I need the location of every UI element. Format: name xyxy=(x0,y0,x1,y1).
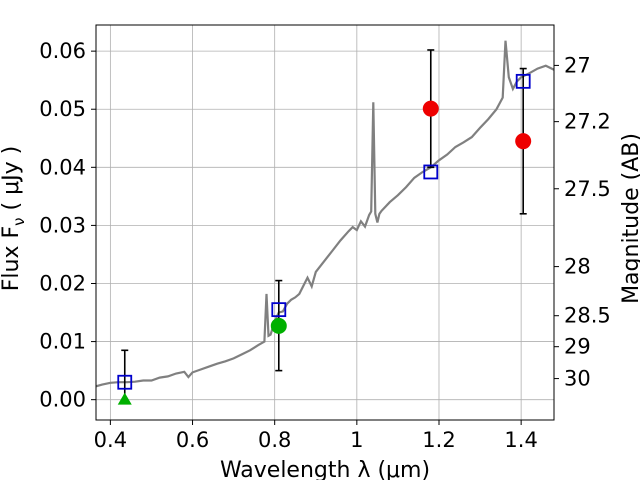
y2-tick-label: 30 xyxy=(564,367,591,391)
y-axis-label: Flux Fν ( μJy ) xyxy=(0,146,28,291)
y-tick-label: 0.04 xyxy=(39,155,86,179)
x-tick-label: 0.6 xyxy=(176,428,209,452)
y2-tick-label: 29 xyxy=(564,335,591,359)
x-tick-label: 1.4 xyxy=(504,428,537,452)
model-point xyxy=(423,164,439,180)
spectrum-line xyxy=(96,40,554,388)
plot-area xyxy=(96,40,554,405)
model-point xyxy=(515,73,531,89)
y2-axis-label: Magnitude (AB) xyxy=(619,133,640,304)
y-tick-label: 0.03 xyxy=(39,213,86,237)
x-tick-label: 1.2 xyxy=(422,428,455,452)
x-tick-label: 0.8 xyxy=(258,428,291,452)
y-tick-label: 0.00 xyxy=(39,388,86,412)
y2-tick-label: 27.2 xyxy=(564,110,611,134)
y2-tick-label: 28 xyxy=(564,255,591,279)
observed-point xyxy=(270,317,287,334)
observed-point xyxy=(515,133,532,150)
y-tick-label: 0.06 xyxy=(39,39,86,63)
grid-lines xyxy=(96,25,554,420)
y2-tick-label: 27 xyxy=(564,53,591,77)
x-tick-label: 1 xyxy=(350,428,363,452)
model-point xyxy=(117,374,133,390)
x-axis-label: Wavelength λ (μm) xyxy=(220,458,430,480)
y2-tick-label: 28.5 xyxy=(564,304,611,328)
y-tick-label: 0.01 xyxy=(39,330,86,354)
observed-point xyxy=(422,100,439,117)
x-tick-label: 0.4 xyxy=(94,428,127,452)
y-tick-label: 0.02 xyxy=(39,271,86,295)
axes-frame xyxy=(95,24,555,421)
y2-axis: 27 27.2 27.5 28 28.5 29 30 xyxy=(554,53,611,391)
x-axis: 0.4 0.6 0.8 1 1.2 1.4 xyxy=(94,420,538,452)
y-tick-label: 0.05 xyxy=(39,97,86,121)
observed-point-triangle xyxy=(117,392,132,405)
model-point xyxy=(271,302,287,318)
y-axis: 0.00 0.01 0.02 0.03 0.04 0.05 0.06 xyxy=(39,39,96,412)
y2-tick-label: 27.5 xyxy=(564,177,611,201)
